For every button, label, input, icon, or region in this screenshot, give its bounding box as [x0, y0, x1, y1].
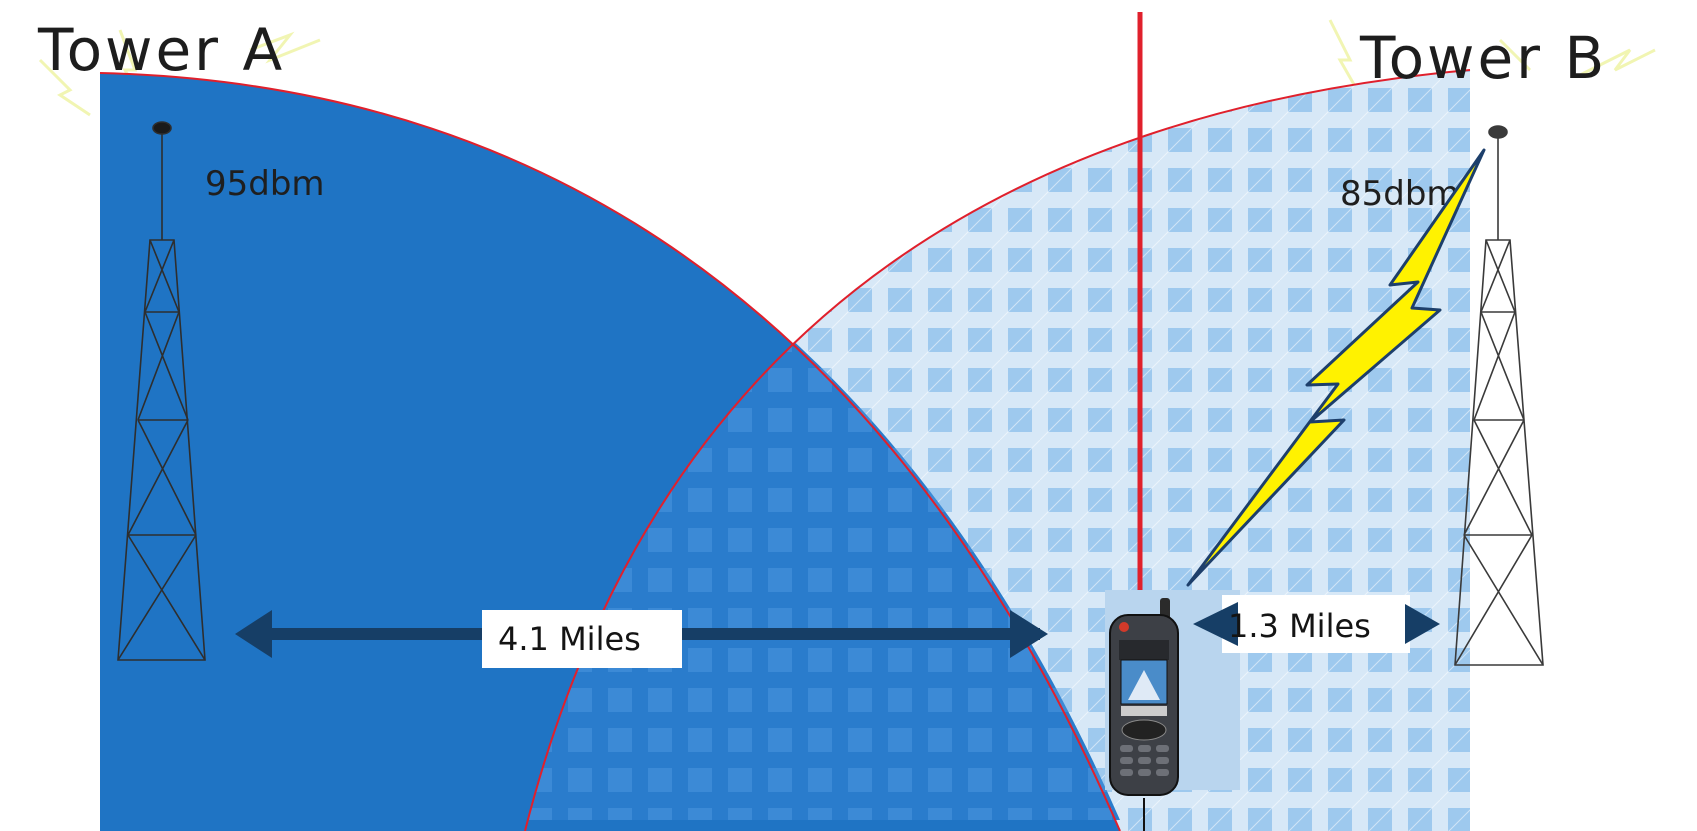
cell-tower-icon [1454, 125, 1544, 666]
tower-a-distance-box [482, 610, 682, 668]
mobile-phone-icon [1109, 598, 1179, 831]
tower-b-distance-arrow [1193, 602, 1440, 646]
cell-tower-icon [117, 121, 206, 661]
decorative-sparks [38, 19, 1656, 117]
tower-b-distance: 1.3 Miles [1228, 607, 1371, 645]
lightning-bolt-icon [1186, 148, 1486, 587]
tower-b-title: Tower B [1359, 24, 1607, 92]
tower-a-title: Tower A [37, 16, 285, 84]
tower-b-signal: 85dbm [1340, 174, 1460, 214]
tower-a-distance: 4.1 Miles [498, 620, 641, 658]
tower-a-signal: 95dbm [205, 164, 325, 204]
tower-b-distance-box [1222, 595, 1410, 653]
